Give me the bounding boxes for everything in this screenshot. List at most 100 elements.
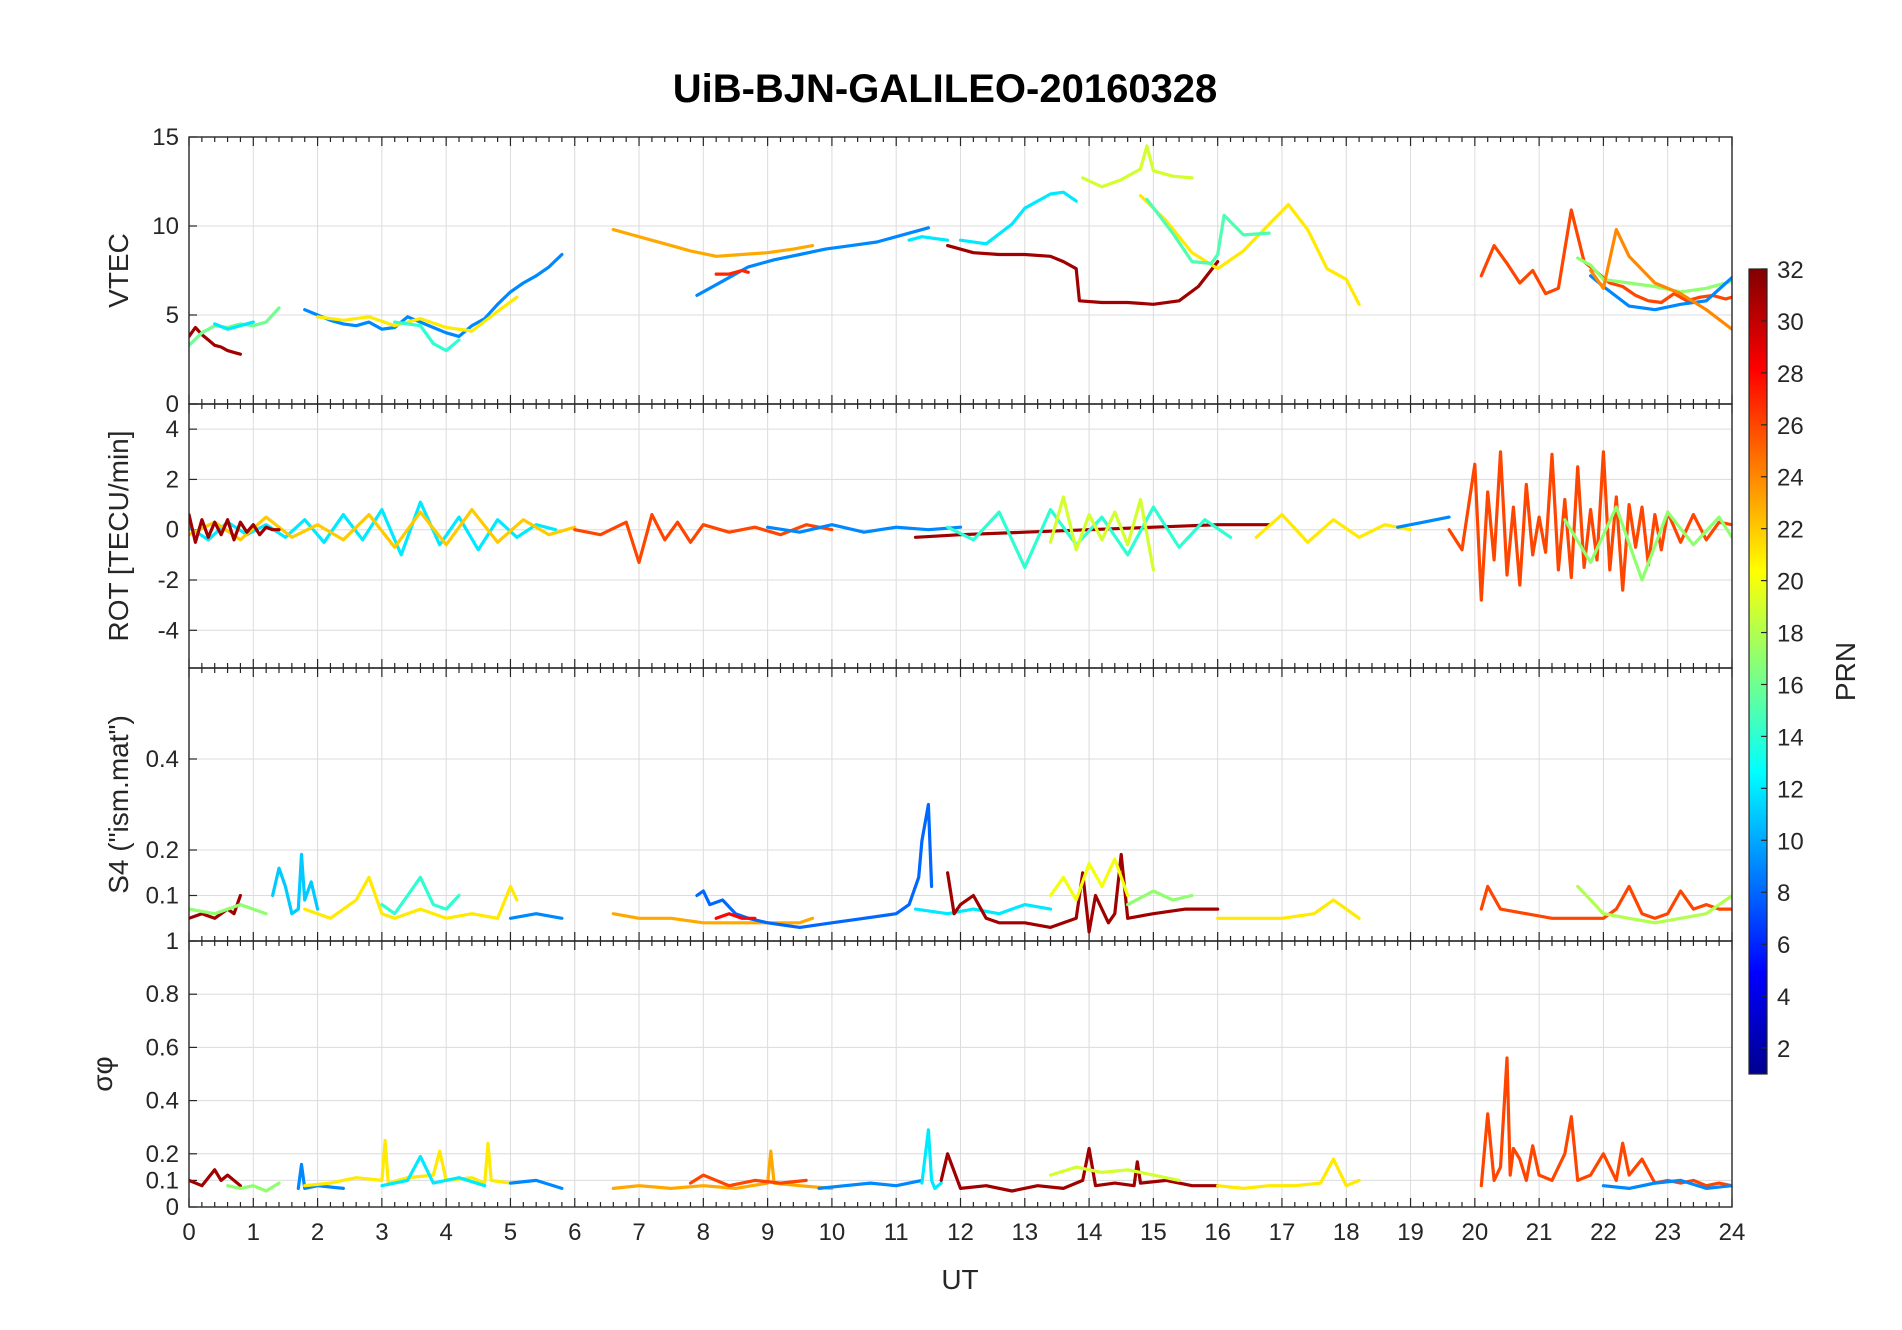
panel-3: 0.1 0.2 0.4 S4 ("ism.mat") (103, 667, 1733, 942)
colorbar-tick-label: 2 (1777, 1036, 1790, 1063)
series-prn-26 (573, 512, 834, 565)
series-prn-14 (380, 875, 461, 916)
series-prn-19 (1048, 1165, 1181, 1183)
x-tick-label: 23 (1654, 1219, 1681, 1246)
y-axis-label: VTEC (103, 233, 134, 308)
x-axis-label: UT (941, 1264, 978, 1295)
series-prn-31 (189, 1168, 242, 1188)
series-group (189, 144, 1732, 356)
series-prn-17 (226, 1181, 281, 1193)
colorbar-tick-label: 12 (1777, 776, 1804, 803)
panel-frame (188, 940, 1733, 1208)
series-prn-15 (1145, 197, 1271, 265)
series-prn-22 (189, 508, 577, 549)
x-tick-label: 4 (439, 1219, 452, 1246)
y-tick-label: 0.2 (146, 837, 179, 864)
x-tick-label: 16 (1204, 1219, 1231, 1246)
y-tick-label: 5 (166, 302, 179, 329)
series-prn-31 (189, 512, 281, 544)
series-prn-21 (1216, 1157, 1361, 1191)
series-prn-28 (714, 912, 757, 920)
series-prn-21 (303, 875, 519, 920)
series-prn-12 (907, 235, 950, 242)
y-tick-label: 15 (152, 124, 179, 151)
series-prn-31 (189, 325, 242, 356)
series-prn-21 (303, 1138, 513, 1188)
series-prn-9 (817, 1178, 924, 1191)
series-prn-26 (1447, 450, 1732, 602)
colorbar-tick-label: 28 (1777, 361, 1804, 388)
series-group (189, 802, 1732, 934)
y-tick-label: 0.1 (146, 883, 179, 910)
series-prn-17 (189, 902, 268, 916)
series-prn-11 (271, 852, 320, 916)
x-tick-label: 9 (761, 1219, 774, 1246)
y-axis-label: S4 ("ism.mat") (103, 715, 134, 894)
series-prn-21 (1138, 194, 1361, 306)
x-tick-label: 12 (947, 1219, 974, 1246)
y-tick-label: 1 (166, 928, 179, 955)
y-tick-label: 0.2 (146, 1141, 179, 1168)
x-tick-label: 8 (697, 1219, 710, 1246)
series-prn-17 (1126, 889, 1194, 907)
x-tick-label: 2 (311, 1219, 324, 1246)
series-prn-8 (695, 802, 934, 930)
x-tick-label: 10 (819, 1219, 846, 1246)
x-tick-label: 21 (1526, 1219, 1553, 1246)
series-prn-9 (1601, 1178, 1732, 1191)
series-prn-21 (1254, 512, 1413, 544)
x-tick-label: 14 (1076, 1219, 1103, 1246)
colorbar-tick-label: 32 (1777, 257, 1804, 284)
x-tick-label: 13 (1011, 1219, 1038, 1246)
series-prn-31 (945, 852, 1220, 934)
y-tick-label: 0 (166, 1194, 179, 1221)
series-prn-16 (189, 306, 281, 347)
series-prn-31 (945, 244, 1220, 306)
y-tick-label: 2 (166, 466, 179, 493)
colorbar-tick-label: 20 (1777, 569, 1804, 596)
series-prn-12 (913, 902, 1053, 916)
colorbar-tick-label: 4 (1777, 984, 1790, 1011)
colorbar-label: PRN (1830, 642, 1861, 701)
y-axis-label: ROT [TECU/min] (103, 430, 134, 641)
series-prn-23 (611, 912, 815, 925)
x-tick-label: 24 (1719, 1219, 1746, 1246)
series-group (189, 1056, 1732, 1193)
colorbar-tick-label: 16 (1777, 672, 1804, 699)
colorbar-tick-label: 14 (1777, 724, 1804, 751)
panel-4: 00.10.2 0.4 0.6 0.8 1 σφ (87, 928, 1733, 1221)
x-tick-label: 7 (632, 1219, 645, 1246)
series-prn-19 (1048, 495, 1156, 572)
chart-title: UiB-BJN-GALILEO-20160328 (673, 67, 1218, 111)
series-prn-24 (1588, 228, 1732, 331)
y-tick-label: 4 (166, 416, 179, 443)
series-prn-12 (958, 190, 1078, 246)
x-tick-label: 5 (504, 1219, 517, 1246)
y-tick-label: 0.6 (146, 1034, 179, 1061)
colorbar-tick-label: 10 (1777, 828, 1804, 855)
series-prn-21 (316, 295, 519, 333)
colorbar-tick-label: 26 (1777, 413, 1804, 440)
colorbar-tick-label: 18 (1777, 621, 1804, 648)
y-tick-label: 0 (166, 391, 179, 418)
series-group (189, 450, 1732, 602)
series-prn-12 (213, 320, 255, 331)
x-tick-label: 3 (375, 1219, 388, 1246)
x-tick-label: 20 (1461, 1219, 1488, 1246)
series-prn-18 (1576, 884, 1732, 925)
series-prn-31 (939, 1146, 1220, 1193)
colorbar-tick-label: 22 (1777, 517, 1804, 544)
series-prn-26 (688, 1173, 808, 1188)
series-prn-9 (508, 1178, 564, 1191)
colorbar-gradient (1748, 268, 1768, 1075)
x-tick-label: 17 (1269, 1219, 1296, 1246)
y-tick-label: -4 (158, 617, 179, 644)
x-tick-label: 6 (568, 1219, 581, 1246)
series-prn-23 (611, 228, 815, 258)
x-tick-label: 18 (1333, 1219, 1360, 1246)
y-tick-label: 0.1 (146, 1167, 179, 1194)
colorbar-tick-label: 6 (1777, 932, 1790, 959)
